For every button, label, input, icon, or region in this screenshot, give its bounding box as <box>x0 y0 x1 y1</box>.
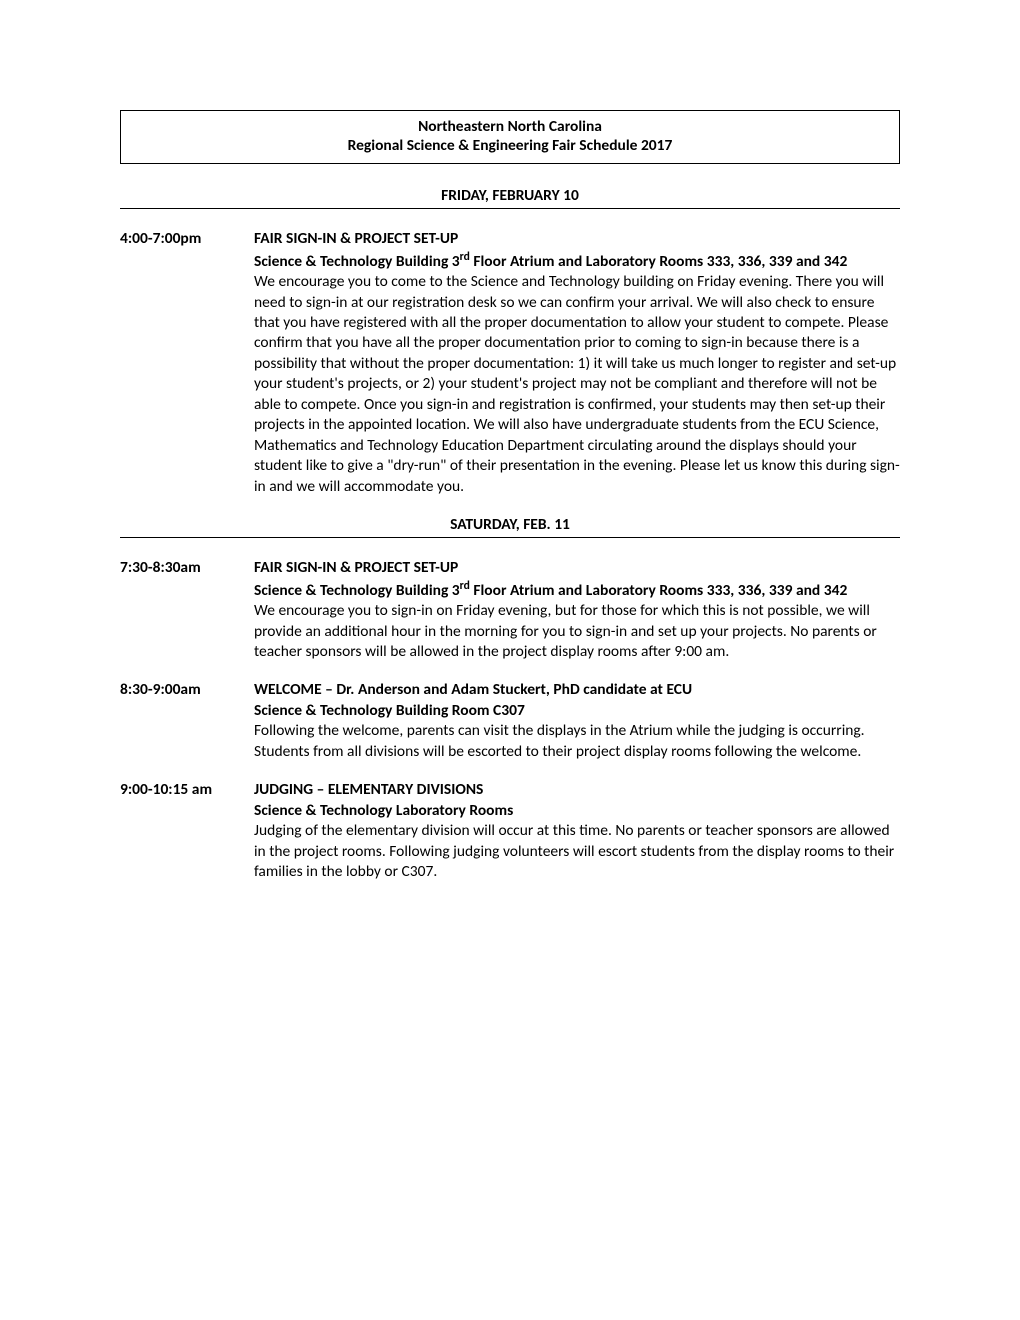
loc-suffix: Floor Atrium and Laboratory Rooms 333, 3… <box>470 252 847 271</box>
loc-sup: rd <box>460 579 470 593</box>
entry-description: JUDGING – ELEMENTARY DIVISIONS Science &… <box>254 780 900 882</box>
entry-description: FAIR SIGN-IN & PROJECT SET-UP Science & … <box>254 558 900 662</box>
loc-suffix: Floor Atrium and Laboratory Rooms 333, 3… <box>470 581 847 600</box>
schedule-entry: 4:00-7:00pm FAIR SIGN-IN & PROJECT SET-U… <box>120 229 900 497</box>
event-location: Science & Technology Building 3rd Floor … <box>254 252 847 271</box>
event-title: WELCOME – Dr. Anderson and Adam Stuckert… <box>254 680 692 699</box>
event-location: Science & Technology Building 3rd Floor … <box>254 581 847 600</box>
event-title: FAIR SIGN-IN & PROJECT SET-UP <box>254 558 458 577</box>
event-body: Following the welcome, parents can visit… <box>254 721 865 760</box>
loc-prefix: Science & Technology Building 3 <box>254 581 460 600</box>
entry-time: 8:30-9:00am <box>120 680 254 699</box>
schedule-entry: 8:30-9:00am WELCOME – Dr. Anderson and A… <box>120 680 900 762</box>
entry-time: 4:00-7:00pm <box>120 229 254 248</box>
schedule-entry: 9:00-10:15 am JUDGING – ELEMENTARY DIVIS… <box>120 780 900 882</box>
schedule-entry: 7:30-8:30am FAIR SIGN-IN & PROJECT SET-U… <box>120 558 900 662</box>
entry-time: 7:30-8:30am <box>120 558 254 577</box>
event-location: Science & Technology Laboratory Rooms <box>254 801 513 820</box>
event-body: We encourage you to come to the Science … <box>254 272 900 496</box>
loc-sup: rd <box>460 249 470 263</box>
entry-description: WELCOME – Dr. Anderson and Adam Stuckert… <box>254 680 900 762</box>
entry-description: FAIR SIGN-IN & PROJECT SET-UP Science & … <box>254 229 900 497</box>
event-body: We encourage you to sign-in on Friday ev… <box>254 601 877 661</box>
loc-prefix: Science & Technology Building 3 <box>254 252 460 271</box>
event-body: Judging of the elementary division will … <box>254 821 894 881</box>
loc-prefix: Science & Technology Laboratory Rooms <box>254 801 513 820</box>
event-title: JUDGING – ELEMENTARY DIVISIONS <box>254 780 483 799</box>
event-location: Science & Technology Building Room C307 <box>254 701 525 720</box>
loc-prefix: Science & Technology Building Room C307 <box>254 701 525 720</box>
title-line-2: Regional Science & Engineering Fair Sche… <box>129 136 891 155</box>
day-header: FRIDAY, FEBRUARY 10 <box>120 186 900 209</box>
entry-time: 9:00-10:15 am <box>120 780 254 799</box>
event-title: FAIR SIGN-IN & PROJECT SET-UP <box>254 229 458 248</box>
title-line-1: Northeastern North Carolina <box>129 117 891 136</box>
document-page: Northeastern North Carolina Regional Sci… <box>0 0 1020 1320</box>
title-box: Northeastern North Carolina Regional Sci… <box>120 110 900 164</box>
day-header: SATURDAY, FEB. 11 <box>120 515 900 538</box>
